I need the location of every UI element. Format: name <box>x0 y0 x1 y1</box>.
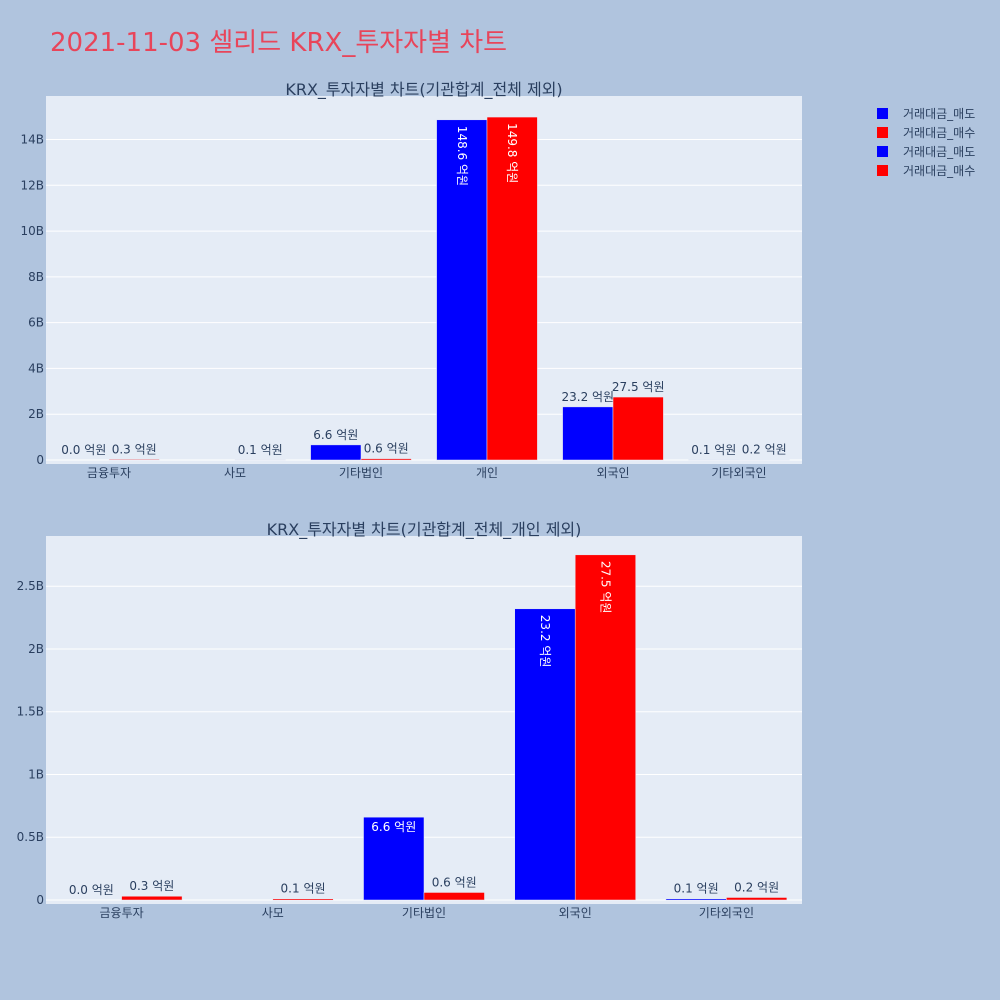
bar-buy[interactable] <box>121 895 183 901</box>
bar-data-label: 148.6 억원 <box>455 126 469 186</box>
bar-sell[interactable] <box>310 444 362 461</box>
x-tick-label: 금융투자 <box>87 466 131 480</box>
x-tick-label: 기타법인 <box>339 466 383 480</box>
legend-item-label[interactable]: 거래대금_매도 <box>903 145 975 159</box>
bar-data-label: 27.5 억원 <box>612 380 665 394</box>
chart-top: 0 2B 4B 6B 8B 10B 12B 14B KRX_투자자별 차트(기관합계_전체 제외… <box>20 80 802 480</box>
bar-data-label: 0.6 억원 <box>364 442 409 456</box>
subplot-title: KRX_투자자별 차트(기관합계_전체_개인 제외) <box>267 520 582 540</box>
y-tick-label: 0 <box>36 453 44 467</box>
bar-data-label: 6.6 억원 <box>313 428 358 442</box>
bar-buy[interactable] <box>612 396 664 461</box>
x-tick-label: 외국인 <box>596 466 629 480</box>
legend-swatch[interactable] <box>877 127 888 138</box>
plot-area <box>46 96 802 464</box>
bar-buy[interactable] <box>272 898 334 901</box>
x-tick-label: 사모 <box>262 906 284 920</box>
legend-swatch[interactable] <box>877 108 888 119</box>
bar-buy[interactable] <box>726 897 788 901</box>
x-tick-label: 기타법인 <box>402 906 446 920</box>
bar-buy[interactable] <box>574 554 636 901</box>
bar-data-label: 149.8 억원 <box>505 123 519 183</box>
bar-data-label: 27.5 억원 <box>598 561 612 614</box>
y-tick-label: 2B <box>28 407 44 421</box>
legend-swatch[interactable] <box>877 165 888 176</box>
bar-data-label: 0.0 억원 <box>69 883 114 897</box>
chart-bottom: 0 0.5B 1B 1.5B 2B 2.5B KRX_투자자별 차트(기관합계_전체_개인 … <box>17 520 802 920</box>
y-tick-label: 0 <box>36 893 44 907</box>
y-tick-label: 12B <box>20 178 44 192</box>
legend-item-label[interactable]: 거래대금_매도 <box>903 107 975 121</box>
bar-data-label: 0.1 억원 <box>281 882 326 896</box>
x-tick-label: 기타외국인 <box>711 466 766 480</box>
bar-data-label: 23.2 억원 <box>538 615 552 668</box>
bar-data-label: 0.2 억원 <box>734 880 779 894</box>
bar-data-label: 23.2 억원 <box>561 390 614 404</box>
bar-buy[interactable] <box>486 116 538 461</box>
subplot-title: KRX_투자자별 차트(기관합계_전체 제외) <box>285 80 562 100</box>
bar-data-label: 0.2 억원 <box>742 443 787 457</box>
y-tick-label: 2B <box>28 642 44 656</box>
legend-item-label[interactable]: 거래대금_매수 <box>903 164 975 178</box>
x-tick-label: 기타외국인 <box>699 906 754 920</box>
y-tick-label: 1B <box>28 767 44 781</box>
x-tick-label: 금융투자 <box>100 906 144 920</box>
bar-sell[interactable] <box>514 608 576 901</box>
y-tick-label: 0.5B <box>17 830 44 844</box>
bar-data-label: 0.3 억원 <box>112 442 157 456</box>
bar-data-label: 0.1 억원 <box>238 443 283 457</box>
y-tick-label: 10B <box>20 224 44 238</box>
y-tick-label: 6B <box>28 316 44 330</box>
y-tick-label: 2.5B <box>17 579 44 593</box>
bar-sell[interactable] <box>562 406 614 461</box>
bar-data-label: 6.6 억원 <box>371 820 416 834</box>
bar-buy[interactable] <box>108 459 160 461</box>
y-tick-label: 4B <box>28 361 44 375</box>
x-tick-label: 사모 <box>224 466 246 480</box>
y-tick-label: 8B <box>28 270 44 284</box>
bar-data-label: 0.1 억원 <box>674 882 719 896</box>
x-tick-label: 개인 <box>476 466 498 480</box>
x-tick-label: 외국인 <box>559 906 592 920</box>
y-tick-label: 1.5B <box>17 705 44 719</box>
bar-buy[interactable] <box>423 892 485 901</box>
bar-sell[interactable] <box>363 816 425 901</box>
bar-buy[interactable] <box>360 458 412 461</box>
y-tick-label: 14B <box>20 132 44 146</box>
bar-sell[interactable] <box>436 119 488 461</box>
bar-data-label: 0.1 억원 <box>691 443 736 457</box>
legend-item-label[interactable]: 거래대금_매수 <box>903 126 975 140</box>
bar-data-label: 0.0 억원 <box>61 443 106 457</box>
bar-sell[interactable] <box>665 898 727 901</box>
page-title: 2021-11-03 셀리드 KRX_투자자별 차트 <box>50 28 508 58</box>
bar-data-label: 0.3 억원 <box>129 879 174 893</box>
legend-swatch[interactable] <box>877 146 888 157</box>
bar-data-label: 0.6 억원 <box>432 875 477 889</box>
